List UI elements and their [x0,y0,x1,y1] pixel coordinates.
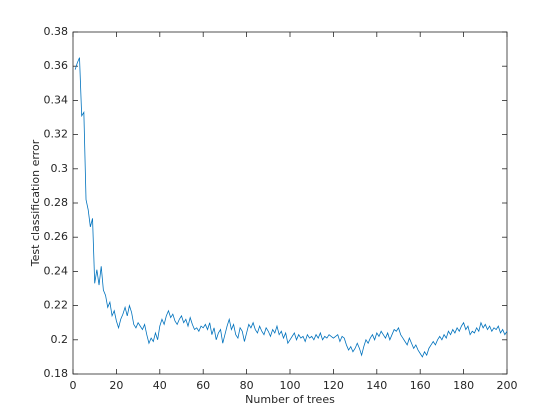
y-tick-label: 0.36 [44,59,69,72]
x-tick-label: 200 [497,379,518,392]
y-tick-label: 0.28 [44,196,69,209]
x-tick-label: 40 [153,379,167,392]
y-tick-label: 0.3 [51,162,69,175]
y-axis-label: Test classification error [29,139,42,267]
x-tick-label: 100 [280,379,301,392]
x-axis-label: Number of trees [245,393,335,406]
y-tick-label: 0.18 [44,367,69,380]
y-tick-label: 0.32 [44,128,69,141]
y-tick-label: 0.24 [44,264,69,277]
x-tick-label: 60 [196,379,210,392]
x-tick-label: 80 [240,379,254,392]
y-tick-label: 0.26 [44,230,69,243]
x-tick-label: 160 [410,379,431,392]
x-tick-label: 180 [453,379,474,392]
x-tick-label: 20 [109,379,123,392]
x-tick-label: 140 [366,379,387,392]
y-tick-label: 0.22 [44,299,69,312]
y-tick-label: 0.34 [44,93,69,106]
x-tick-label: 120 [323,379,344,392]
x-tick-label: 0 [70,379,77,392]
y-tick-label: 0.2 [51,333,69,346]
y-tick-label: 0.38 [44,25,69,38]
data-line [74,57,508,358]
